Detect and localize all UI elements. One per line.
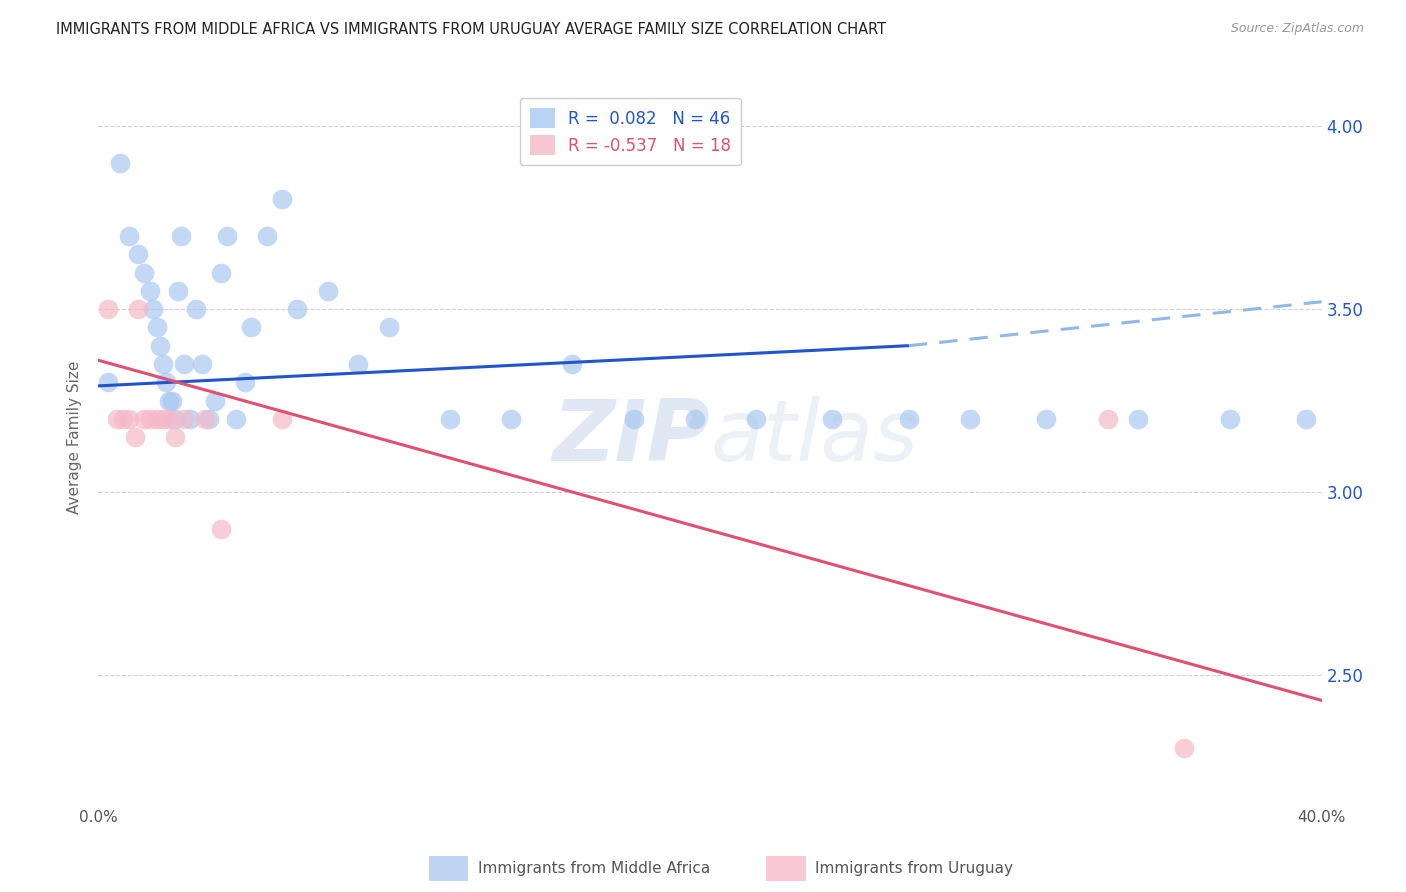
Point xyxy=(145,320,167,334)
Point xyxy=(378,320,401,334)
Point xyxy=(215,228,238,243)
Point xyxy=(561,357,583,371)
Point xyxy=(186,301,208,317)
Point xyxy=(142,301,165,317)
Point xyxy=(225,411,247,425)
Point xyxy=(347,357,370,371)
Point xyxy=(1035,411,1057,425)
Point xyxy=(105,411,128,425)
Point xyxy=(316,284,339,298)
Point xyxy=(163,430,186,444)
Point xyxy=(157,411,180,425)
Point xyxy=(167,284,190,298)
Point xyxy=(1295,411,1317,425)
Text: Source: ZipAtlas.com: Source: ZipAtlas.com xyxy=(1230,22,1364,36)
Point xyxy=(959,411,981,425)
Point xyxy=(111,411,134,425)
Point xyxy=(157,393,180,408)
Point xyxy=(108,156,131,170)
Point xyxy=(152,411,174,425)
Point xyxy=(118,411,141,425)
Point xyxy=(821,411,844,425)
Point xyxy=(270,193,292,207)
Text: IMMIGRANTS FROM MIDDLE AFRICA VS IMMIGRANTS FROM URUGUAY AVERAGE FAMILY SIZE COR: IMMIGRANTS FROM MIDDLE AFRICA VS IMMIGRA… xyxy=(56,22,886,37)
Point xyxy=(501,411,523,425)
Point xyxy=(191,357,214,371)
Point xyxy=(155,375,177,389)
Point xyxy=(209,521,232,535)
Point xyxy=(270,411,292,425)
Point xyxy=(204,393,226,408)
Point xyxy=(97,301,120,317)
Point xyxy=(145,411,167,425)
Point xyxy=(209,266,232,280)
Point xyxy=(127,247,149,261)
Point xyxy=(173,357,195,371)
Text: ZIP: ZIP xyxy=(553,395,710,479)
Point xyxy=(197,411,219,425)
Point xyxy=(256,228,278,243)
Text: Immigrants from Uruguay: Immigrants from Uruguay xyxy=(815,862,1014,876)
Point xyxy=(134,266,156,280)
Text: atlas: atlas xyxy=(710,395,918,479)
Point xyxy=(897,411,920,425)
Point xyxy=(240,320,263,334)
Point xyxy=(439,411,461,425)
Point xyxy=(1173,740,1195,755)
Y-axis label: Average Family Size: Average Family Size xyxy=(66,360,82,514)
Point xyxy=(173,411,195,425)
Point xyxy=(623,411,645,425)
Point xyxy=(194,411,217,425)
Point xyxy=(127,301,149,317)
Point xyxy=(745,411,768,425)
Point xyxy=(163,411,186,425)
Point xyxy=(139,411,162,425)
Point xyxy=(97,375,120,389)
Point xyxy=(683,411,706,425)
Text: Immigrants from Middle Africa: Immigrants from Middle Africa xyxy=(478,862,710,876)
Point xyxy=(139,284,162,298)
Point xyxy=(160,393,183,408)
Point xyxy=(152,357,174,371)
Point xyxy=(285,301,308,317)
Point xyxy=(233,375,256,389)
Point xyxy=(134,411,156,425)
Point xyxy=(149,339,172,353)
Point xyxy=(124,430,146,444)
Point xyxy=(1128,411,1150,425)
Point xyxy=(1219,411,1241,425)
Point xyxy=(179,411,201,425)
Point xyxy=(1097,411,1119,425)
Point xyxy=(170,228,193,243)
Legend: R =  0.082   N = 46, R = -0.537   N = 18: R = 0.082 N = 46, R = -0.537 N = 18 xyxy=(520,98,741,165)
Point xyxy=(118,228,141,243)
